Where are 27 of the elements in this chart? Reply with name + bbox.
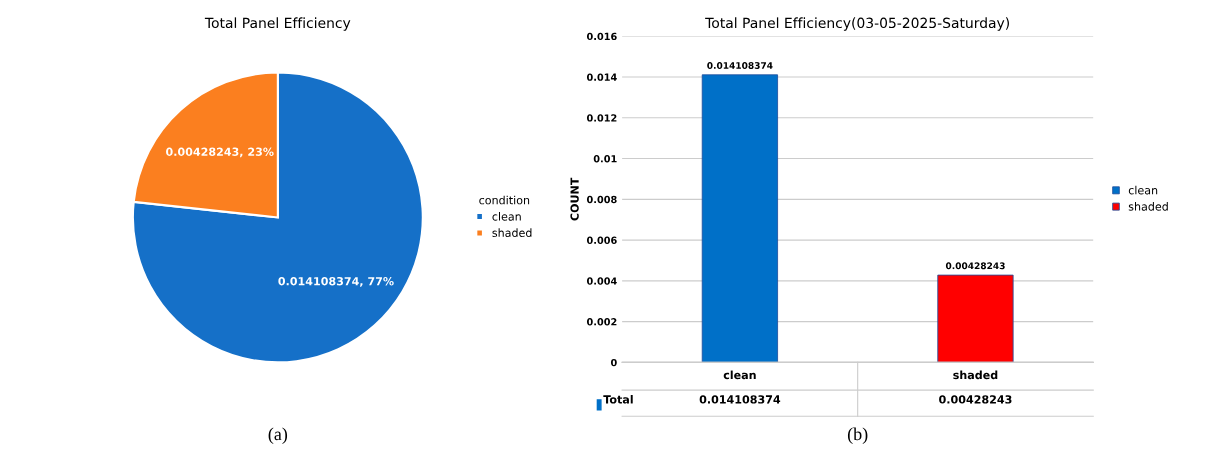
chart-title: Total Panel Efficiency(03-05-2025-Saturday): [705, 17, 1009, 31]
text: (a): [268, 427, 288, 444]
text: 0.00428243: [939, 395, 1012, 404]
text: 0.014108374: [699, 395, 781, 404]
text: (b): [847, 427, 868, 444]
legend-label: clean: [492, 212, 521, 221]
pie-slice: [131, 71, 424, 364]
legend-label: clean: [1128, 185, 1158, 195]
y-tick-label: 0.016: [586, 32, 617, 41]
data-label: 0.014108374, 77%: [278, 276, 394, 287]
text: Total: [603, 395, 633, 404]
y-tick-label: 0.008: [586, 195, 617, 204]
y-tick-label: 0.006: [586, 236, 617, 244]
legend-label: shaded: [1128, 202, 1168, 211]
data-label: 0.00428243, 23%: [166, 147, 274, 158]
y-tick-label: 0.014: [586, 73, 617, 81]
chart-title: Total Panel Efficiency: [204, 17, 351, 31]
y-tick-label: 0.01: [593, 155, 617, 163]
y-tick-label: 0.012: [586, 114, 617, 122]
legend-label: shaded: [492, 228, 532, 237]
legend-title: condition: [479, 195, 530, 205]
data-label: 0.014108374: [707, 62, 773, 69]
data-label: 0.00428243: [945, 262, 1005, 270]
y-tick-label: 0.004: [586, 277, 617, 285]
y-tick-label: 0: [610, 358, 617, 367]
y-axis-title: COUNT: [570, 177, 579, 221]
y-tick-label: 0.002: [586, 318, 617, 326]
